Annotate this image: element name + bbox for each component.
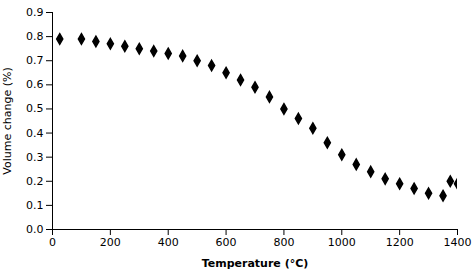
- svg-text:0.7: 0.7: [26, 54, 44, 67]
- svg-text:Temperature (°C): Temperature (°C): [202, 257, 309, 269]
- svg-text:0.9: 0.9: [26, 6, 44, 19]
- svg-text:1200: 1200: [386, 236, 414, 249]
- svg-text:800: 800: [273, 236, 294, 249]
- svg-text:Volume change (%): Volume change (%): [1, 67, 14, 174]
- svg-text:0.6: 0.6: [26, 78, 44, 91]
- svg-text:0.5: 0.5: [26, 102, 44, 115]
- svg-text:400: 400: [158, 236, 179, 249]
- svg-text:0.8: 0.8: [26, 30, 44, 43]
- svg-text:0.1: 0.1: [26, 199, 44, 212]
- svg-text:1000: 1000: [328, 236, 356, 249]
- svg-text:0.2: 0.2: [26, 175, 44, 188]
- svg-text:1400: 1400: [444, 236, 472, 249]
- svg-text:0.4: 0.4: [26, 127, 44, 140]
- svg-text:200: 200: [100, 236, 121, 249]
- svg-text:0: 0: [49, 236, 56, 249]
- svg-text:0.3: 0.3: [26, 151, 44, 164]
- svg-text:0.0: 0.0: [26, 223, 44, 236]
- svg-text:600: 600: [216, 236, 237, 249]
